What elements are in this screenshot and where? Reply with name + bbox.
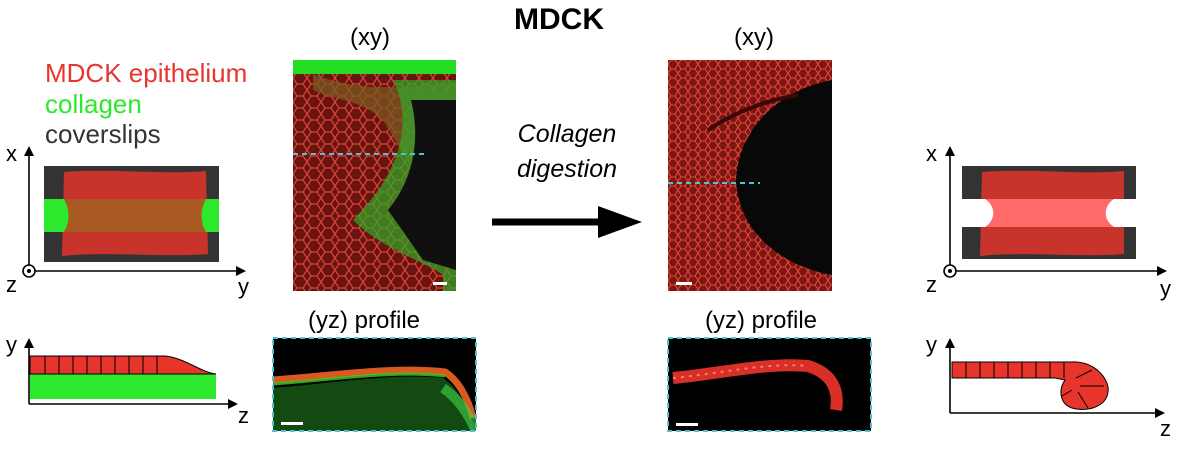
axis-x-left: x xyxy=(6,141,17,166)
axis-x-right: x xyxy=(926,141,937,166)
axis-y-left-yz: y xyxy=(6,332,17,357)
axis-z-left: z xyxy=(6,272,17,297)
yz-after-label: (yz) profile xyxy=(705,307,818,334)
yz-before-schematic xyxy=(29,355,217,399)
legend: MDCK epithelium collagen coverslips xyxy=(45,58,247,150)
yz-after-micrograph xyxy=(668,338,871,431)
legend-epithelium: MDCK epithelium xyxy=(45,58,248,88)
right-arrow-icon xyxy=(492,206,642,238)
yz-before-frame xyxy=(272,337,477,432)
digestion-label: Collagen digestion xyxy=(497,122,637,182)
xy-before-micrograph xyxy=(293,60,456,291)
yz-after-schematic xyxy=(951,361,1109,410)
axis-y-right-yz: y xyxy=(926,332,937,357)
xy-before-schematic xyxy=(44,166,219,262)
xy-after-micrograph xyxy=(668,60,832,291)
yz-before-micrograph xyxy=(273,338,476,431)
yz-after-frame xyxy=(667,337,872,432)
xy-after-schematic xyxy=(962,166,1136,259)
axis-y-left: y xyxy=(238,274,249,299)
axis-z-right-yz: z xyxy=(1160,416,1171,441)
yz-before-label: (yz) profile xyxy=(308,307,421,334)
axis-z-right: z xyxy=(926,272,937,297)
axis-y-right: y xyxy=(1160,276,1171,301)
out-of-plane-z-icon xyxy=(943,264,957,278)
xy-before-axes xyxy=(22,146,246,278)
xy-before-label: (xy) xyxy=(350,24,390,51)
legend-coverslips: coverslips xyxy=(45,119,161,150)
legend-collagen: collagen xyxy=(45,88,142,119)
out-of-plane-z-icon xyxy=(22,264,36,278)
yz-after-axes xyxy=(945,338,1165,418)
figure-title: MDCK xyxy=(514,3,604,36)
digestion-label-line2: digestion xyxy=(516,155,618,183)
digestion-label-line1: Collagen xyxy=(517,120,617,148)
xy-after-label: (xy) xyxy=(734,24,774,51)
xy-after-axes xyxy=(943,146,1167,278)
yz-before-axes xyxy=(24,338,238,409)
axis-z-left-yz: z xyxy=(238,403,249,428)
